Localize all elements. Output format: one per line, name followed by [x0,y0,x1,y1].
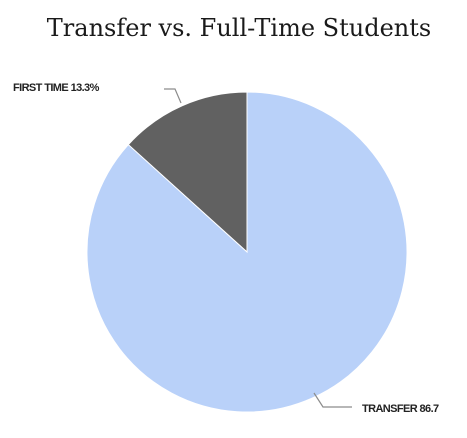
pie-slice-transfer [86,91,408,413]
slice-label-transfer: TRANSFER 86.7 [362,403,439,415]
slice-label-first-time: FIRST TIME 13.3% [13,82,100,94]
pie-slice-first-time [127,91,248,254]
pie-labels: FIRST TIME 13.3% TRANSFER 86.7 [13,82,440,415]
pie-slices [86,91,408,413]
leader-line-transfer [313,392,352,408]
chart-title: Transfer vs. Full-Time Students [46,14,432,42]
leader-line-first-time [164,88,182,104]
